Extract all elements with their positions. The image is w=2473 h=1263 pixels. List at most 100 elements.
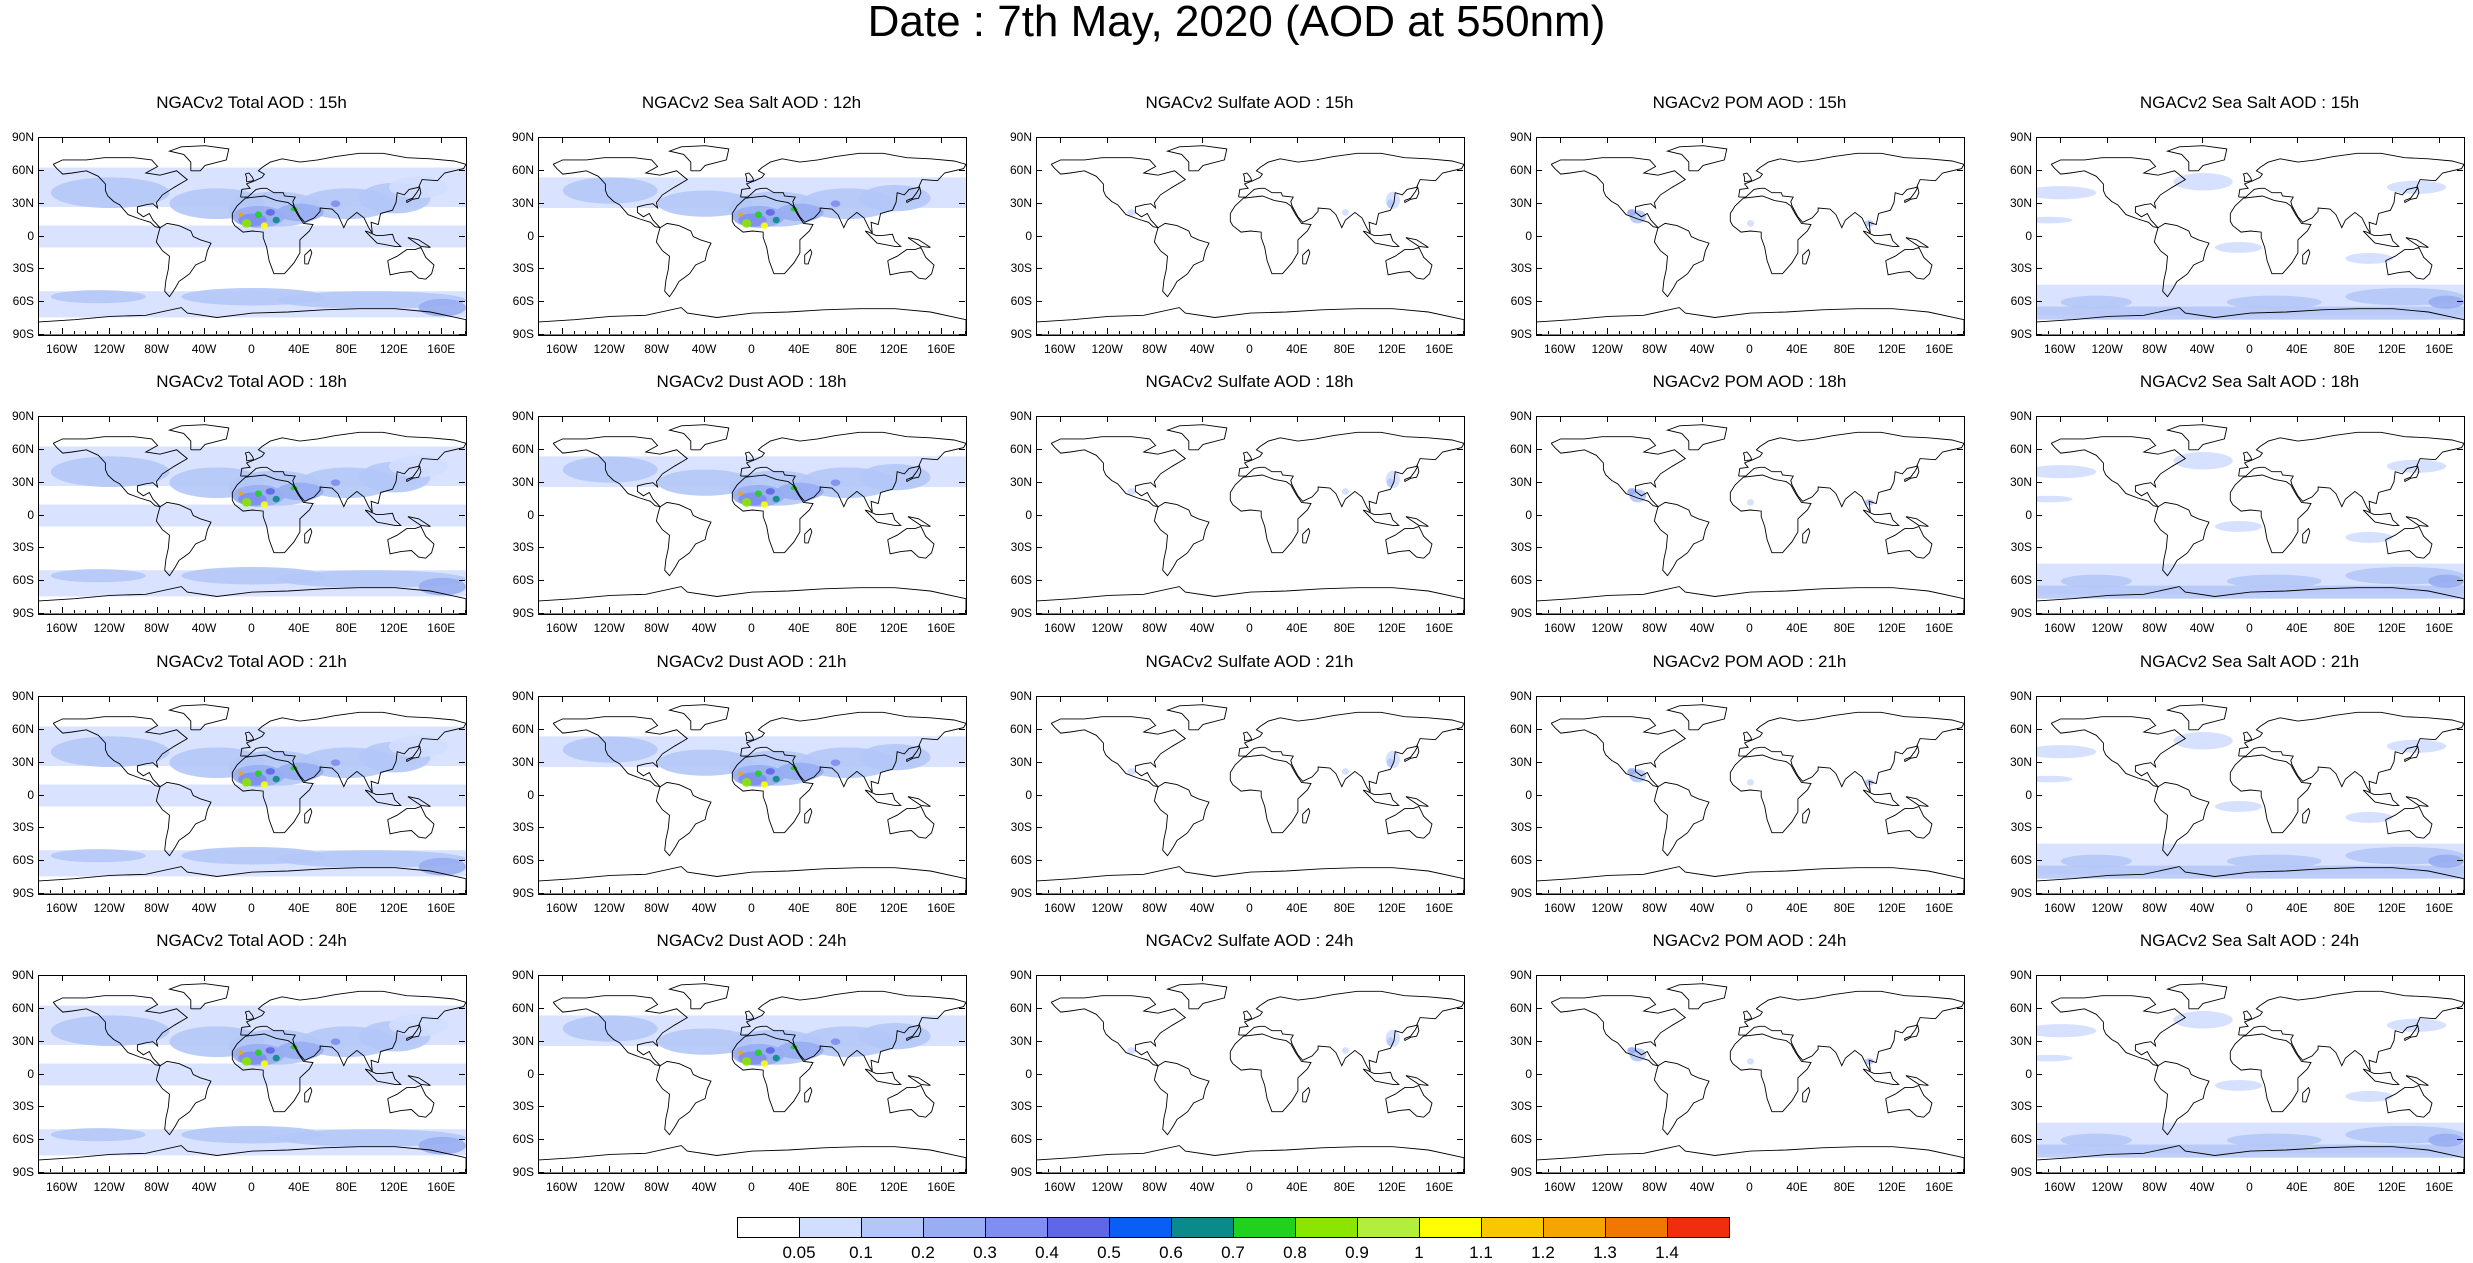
coastline-newguinea <box>1405 796 1429 807</box>
lon-tick <box>656 137 658 143</box>
aod-patch <box>2428 854 2464 868</box>
minor-tick <box>763 1169 765 1172</box>
minor-tick <box>2379 331 2381 334</box>
lon-tick-label: 80E <box>2333 1180 2356 1194</box>
lon-tick <box>2439 416 2441 422</box>
minor-tick <box>538 331 539 334</box>
minor-tick <box>621 1169 623 1172</box>
minor-tick <box>429 1169 431 1172</box>
lon-tick <box>941 696 943 702</box>
aod-map <box>1537 145 1964 335</box>
lon-tick-label: 40E <box>1286 342 1308 356</box>
lon-tick-label: 40E <box>788 901 810 915</box>
lat-tick <box>959 794 965 796</box>
coastline-australia <box>1385 1084 1433 1118</box>
minor-tick <box>1308 331 1310 334</box>
minor-tick <box>2202 331 2204 334</box>
coastline-eurasia <box>240 152 466 234</box>
aod-patch <box>276 1041 324 1060</box>
lon-tick-label: 40E <box>788 621 810 635</box>
coastline-antarctica <box>39 586 466 614</box>
minor-tick <box>144 331 146 334</box>
lat-tick <box>959 975 965 976</box>
lat-tick <box>459 202 465 204</box>
minor-tick <box>1071 890 1073 893</box>
aod-patch <box>741 1056 752 1066</box>
minor-tick <box>441 890 443 893</box>
coastline-indonesia <box>364 509 402 526</box>
minor-tick <box>192 331 194 334</box>
lon-tick <box>1654 137 1656 143</box>
minor-tick <box>1107 331 1109 334</box>
coastline-northAmerica <box>52 157 189 229</box>
aod-patch <box>562 177 658 204</box>
lon-tick <box>2249 416 2251 422</box>
minor-tick <box>2332 610 2334 613</box>
minor-tick <box>1142 331 1144 334</box>
lat-tick-label: 90N <box>1009 130 1032 144</box>
lat-tick <box>1536 416 1542 417</box>
minor-tick <box>2083 610 2085 613</box>
lon-tick <box>441 975 443 981</box>
minor-tick <box>2119 331 2121 334</box>
lon-tick <box>1154 975 1156 981</box>
minor-tick <box>2273 331 2275 334</box>
minor-tick <box>1619 610 1621 613</box>
lat-tick-label: 0 <box>1025 1066 1032 1081</box>
lon-tick <box>109 696 111 702</box>
lat-tick-label: 30S <box>1010 820 1032 835</box>
minor-tick <box>2379 610 2381 613</box>
minor-tick <box>1261 610 1263 613</box>
lat-tick <box>959 1073 965 1075</box>
minor-tick <box>1190 1169 1192 1172</box>
lon-tick <box>1107 416 1109 422</box>
minor-tick <box>97 610 99 613</box>
lon-tick <box>2296 137 2298 143</box>
coastline-japan <box>906 465 922 482</box>
lat-tick <box>459 860 465 862</box>
lat-tick-label: 0 <box>527 787 534 802</box>
coastline-australia <box>387 805 435 839</box>
lat-tick <box>1036 547 1042 549</box>
coastline-eurasia <box>1738 990 1964 1072</box>
minor-tick <box>1379 890 1381 893</box>
minor-tick <box>834 890 836 893</box>
aod-patch <box>754 490 762 497</box>
minor-tick <box>834 331 836 334</box>
minor-tick <box>573 331 575 334</box>
minor-tick <box>1047 331 1049 334</box>
lat-tick <box>959 547 965 549</box>
lon-tick <box>2391 975 2393 981</box>
lat-tick <box>959 1139 965 1141</box>
minor-tick <box>168 890 170 893</box>
lat-tick <box>1536 1073 1542 1075</box>
minor-tick <box>1571 890 1573 893</box>
lon-tick-label: 80W <box>1642 621 1667 635</box>
lat-tick-label: 30S <box>1010 261 1032 276</box>
minor-tick <box>2036 331 2037 334</box>
lon-tick-label: 120W <box>593 1180 625 1194</box>
minor-tick <box>2237 610 2239 613</box>
minor-tick <box>632 1169 634 1172</box>
lat-tick-label: 60S <box>1510 1132 1532 1147</box>
lat-tick <box>1957 1073 1963 1075</box>
lon-tick-label: 120E <box>1377 1180 1406 1194</box>
coastline-uk <box>244 731 255 742</box>
lon-tick-label: 80E <box>1333 621 1356 635</box>
lon-tick-label: 120W <box>1591 901 1623 915</box>
minor-tick <box>822 610 824 613</box>
minor-tick <box>465 890 466 893</box>
coastline-northAmerica <box>52 436 189 508</box>
aod-patch <box>657 469 753 496</box>
aod-patch <box>272 1054 280 1062</box>
lat-tick <box>2036 547 2042 549</box>
lon-tick <box>751 416 753 422</box>
minor-tick <box>1154 1169 1156 1172</box>
aod-patch <box>1341 488 1349 495</box>
minor-tick <box>180 890 182 893</box>
minor-tick <box>1142 610 1144 613</box>
aod-patch <box>50 1015 170 1047</box>
lat-tick-label: 0 <box>27 1066 34 1081</box>
minor-tick <box>1951 890 1953 893</box>
lon-tick-label: 160E <box>1925 1180 1954 1194</box>
